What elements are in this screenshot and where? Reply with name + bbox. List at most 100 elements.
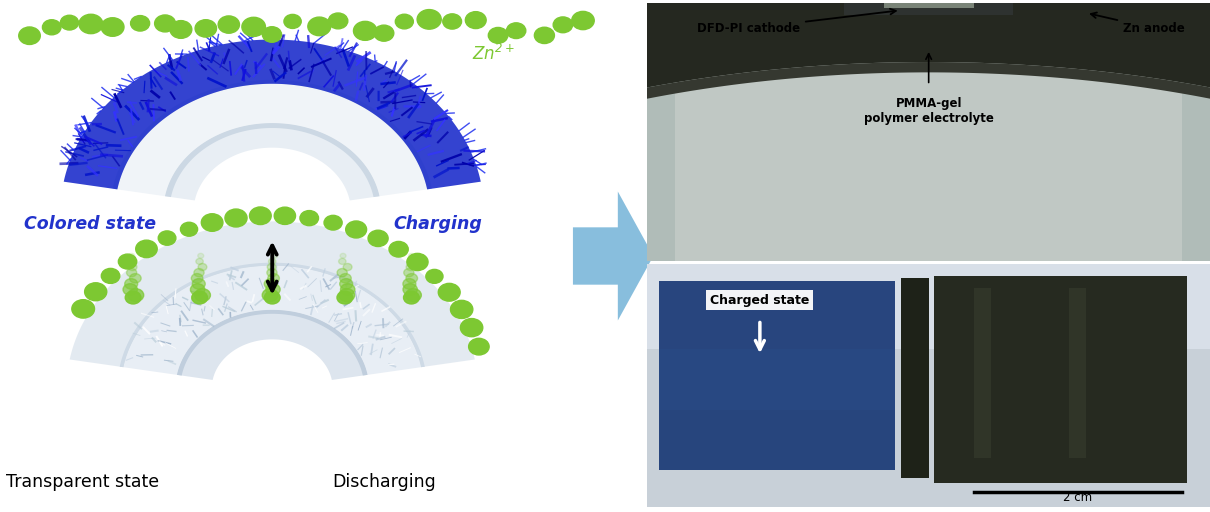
Circle shape bbox=[353, 22, 376, 40]
Circle shape bbox=[468, 338, 489, 355]
Circle shape bbox=[218, 16, 240, 33]
Bar bbox=[647, 264, 1210, 349]
Circle shape bbox=[324, 216, 342, 230]
Circle shape bbox=[461, 318, 483, 337]
Bar bbox=[47, 208, 67, 216]
Circle shape bbox=[340, 279, 352, 289]
Polygon shape bbox=[117, 84, 427, 196]
Circle shape bbox=[136, 240, 157, 258]
Text: DFD-PI cathode: DFD-PI cathode bbox=[697, 9, 895, 35]
Circle shape bbox=[396, 14, 414, 29]
Text: Charging: Charging bbox=[393, 215, 482, 233]
Polygon shape bbox=[177, 310, 368, 375]
Polygon shape bbox=[70, 221, 474, 367]
Circle shape bbox=[275, 207, 295, 224]
Polygon shape bbox=[165, 123, 380, 197]
Bar bbox=[1070, 288, 1087, 458]
Bar bbox=[110, 158, 128, 165]
Circle shape bbox=[404, 268, 414, 277]
Bar bbox=[36, 219, 56, 226]
Circle shape bbox=[417, 10, 442, 29]
Circle shape bbox=[129, 259, 137, 264]
Bar bbox=[8, 252, 27, 258]
Circle shape bbox=[18, 27, 40, 45]
Bar bbox=[900, 279, 929, 478]
Circle shape bbox=[443, 14, 461, 29]
Circle shape bbox=[344, 264, 352, 271]
Circle shape bbox=[553, 17, 572, 33]
Circle shape bbox=[190, 284, 204, 295]
Circle shape bbox=[201, 214, 223, 231]
Circle shape bbox=[264, 291, 281, 304]
Polygon shape bbox=[177, 310, 368, 380]
Circle shape bbox=[405, 289, 421, 302]
Bar bbox=[70, 188, 90, 195]
Circle shape bbox=[191, 291, 208, 304]
Circle shape bbox=[368, 230, 388, 246]
Circle shape bbox=[346, 221, 367, 238]
Circle shape bbox=[388, 242, 408, 257]
Circle shape bbox=[489, 28, 508, 44]
Circle shape bbox=[267, 264, 276, 271]
Circle shape bbox=[336, 291, 353, 304]
Circle shape bbox=[264, 279, 277, 289]
Circle shape bbox=[192, 279, 206, 289]
Polygon shape bbox=[19, 0, 1210, 298]
Circle shape bbox=[507, 23, 526, 38]
Circle shape bbox=[128, 289, 144, 302]
Circle shape bbox=[71, 300, 94, 318]
Circle shape bbox=[195, 289, 211, 302]
Circle shape bbox=[119, 254, 137, 269]
Circle shape bbox=[450, 301, 473, 318]
Circle shape bbox=[191, 273, 203, 283]
Text: $\mathregular{Zn^{2+}}$: $\mathregular{Zn^{2+}}$ bbox=[472, 44, 514, 65]
Circle shape bbox=[339, 289, 355, 302]
Text: 2 cm: 2 cm bbox=[1064, 492, 1093, 504]
Circle shape bbox=[407, 259, 414, 264]
Circle shape bbox=[249, 207, 271, 225]
Circle shape bbox=[338, 268, 347, 277]
Circle shape bbox=[409, 253, 415, 258]
Circle shape bbox=[129, 273, 142, 283]
Circle shape bbox=[466, 12, 486, 29]
Circle shape bbox=[438, 283, 460, 301]
Circle shape bbox=[102, 268, 120, 284]
Circle shape bbox=[572, 11, 594, 30]
Bar bbox=[17, 241, 36, 247]
Circle shape bbox=[271, 253, 277, 258]
Circle shape bbox=[263, 27, 282, 42]
Circle shape bbox=[128, 264, 137, 271]
Text: Transparent state: Transparent state bbox=[6, 473, 160, 491]
Circle shape bbox=[374, 25, 393, 41]
Bar bbox=[169, 120, 188, 128]
Circle shape bbox=[339, 259, 346, 264]
Polygon shape bbox=[123, 266, 421, 375]
Circle shape bbox=[159, 231, 175, 245]
Polygon shape bbox=[113, 80, 432, 189]
Circle shape bbox=[403, 284, 417, 295]
Circle shape bbox=[123, 284, 138, 295]
Bar bbox=[883, 0, 974, 8]
Bar bbox=[974, 288, 991, 458]
Circle shape bbox=[300, 210, 318, 226]
Circle shape bbox=[126, 291, 142, 304]
Bar bbox=[0, 263, 19, 269]
Polygon shape bbox=[0, 0, 1210, 267]
Circle shape bbox=[284, 14, 301, 29]
Circle shape bbox=[407, 253, 428, 270]
Text: Colored state: Colored state bbox=[24, 215, 156, 233]
Bar bbox=[154, 129, 172, 137]
Circle shape bbox=[128, 253, 134, 258]
Circle shape bbox=[102, 18, 123, 36]
Polygon shape bbox=[165, 123, 380, 201]
Circle shape bbox=[340, 273, 351, 283]
Bar bbox=[675, 41, 1182, 261]
Circle shape bbox=[328, 13, 347, 29]
Circle shape bbox=[60, 15, 79, 30]
Circle shape bbox=[195, 19, 217, 37]
Bar bbox=[58, 198, 77, 205]
Text: Charged state: Charged state bbox=[710, 294, 809, 307]
Text: PMMA-gel
polymer electrolyte: PMMA-gel polymer electrolyte bbox=[864, 97, 993, 125]
Polygon shape bbox=[120, 263, 425, 367]
Circle shape bbox=[127, 268, 137, 277]
